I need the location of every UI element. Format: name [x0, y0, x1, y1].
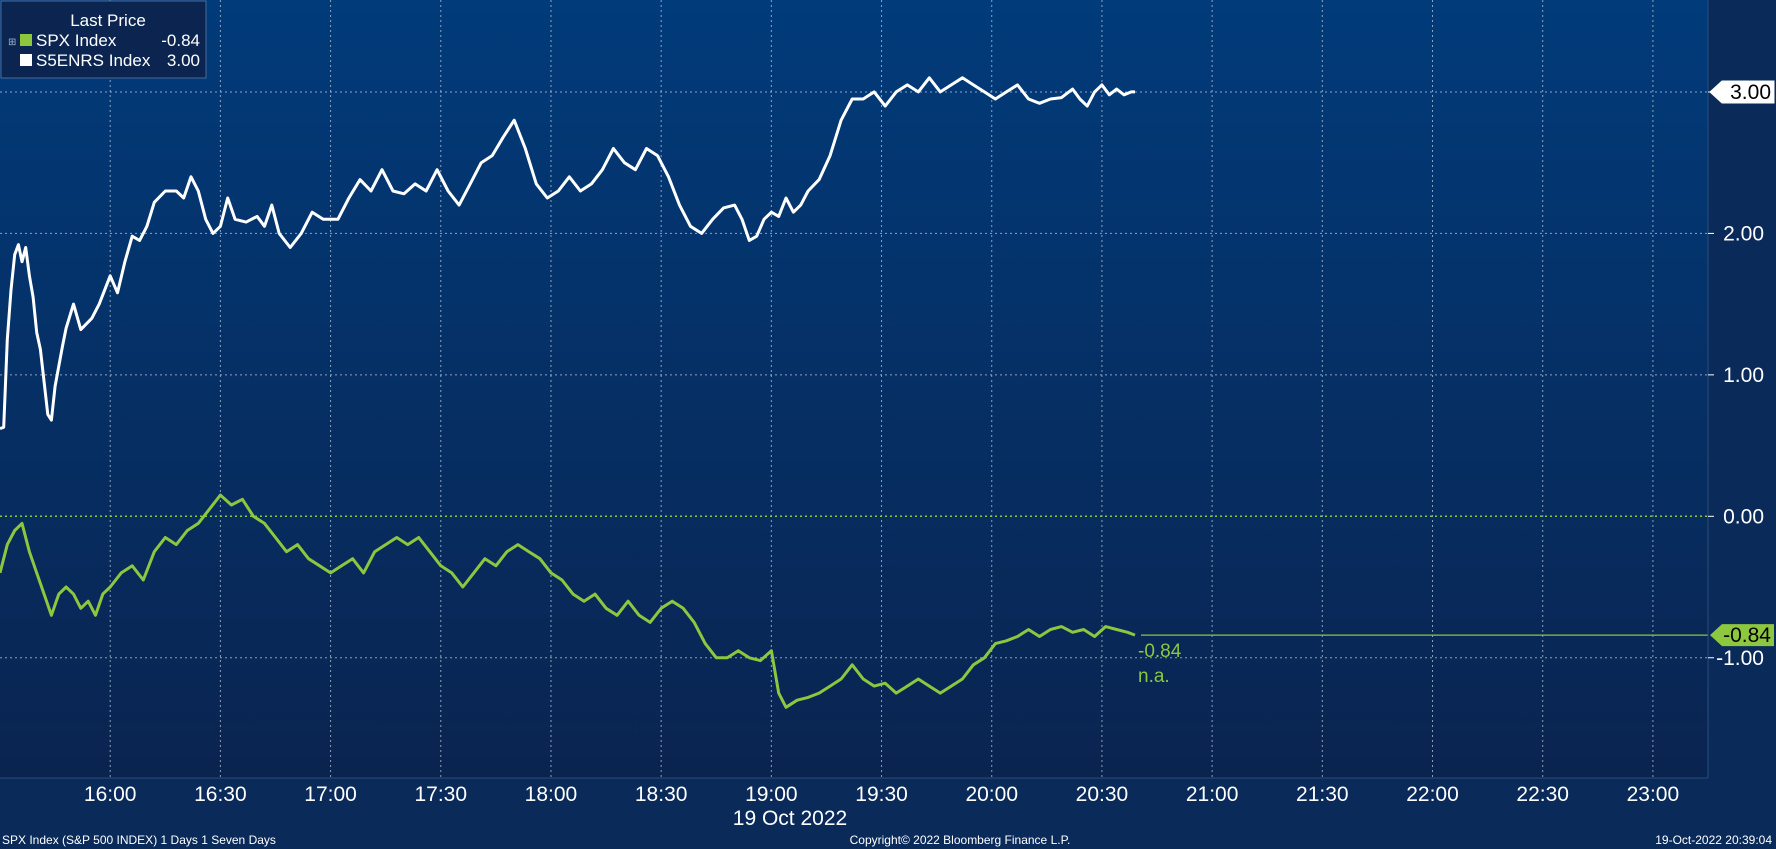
s5enrs-value-tag: 3.00 [1709, 80, 1775, 104]
x-tick-label: 23:00 [1627, 783, 1680, 806]
y-tick-label: 1.00 [1723, 364, 1764, 387]
x-tick-label: 17:00 [304, 783, 357, 806]
x-tick-label: 21:00 [1186, 783, 1239, 806]
x-tick-label: 18:30 [635, 783, 688, 806]
legend-label-s5enrs: S5ENRS Index [36, 51, 151, 70]
x-tick-label: 17:30 [414, 783, 467, 806]
x-tick-label: 22:00 [1406, 783, 1459, 806]
expand-icon[interactable]: ⊞ [8, 37, 16, 48]
spx-value-tag: -0.84 [1710, 624, 1774, 647]
legend-swatch-spx [20, 34, 32, 46]
y-tick-label: -1.00 [1716, 647, 1764, 670]
footer-security-info: SPX Index (S&P 500 INDEX) 1 Days 1 Seven… [2, 833, 276, 847]
x-axis-date-label: 19 Oct 2022 [733, 807, 847, 830]
spx-value-tag-label: -0.84 [1723, 624, 1771, 647]
legend: Last Price ⊞ SPX Index -0.84 S5ENRS Inde… [0, 0, 207, 79]
x-tick-label: 20:30 [1076, 783, 1129, 806]
x-tick-label: 19:00 [745, 783, 798, 806]
legend-label-spx: SPX Index [36, 31, 117, 50]
series-layer [0, 76, 1136, 709]
x-tick-label: 19:30 [855, 783, 908, 806]
series-line-s5enrs [0, 76, 1135, 431]
legend-title: Last Price [70, 11, 146, 30]
legend-item-spx[interactable]: ⊞ SPX Index -0.84 [8, 31, 200, 50]
x-tick-label: 18:00 [525, 783, 578, 806]
spx-change-annotation: n.a. [1138, 666, 1170, 687]
legend-item-s5enrs[interactable]: S5ENRS Index 3.00 [20, 51, 200, 70]
legend-value-spx: -0.84 [161, 31, 200, 50]
plot-area [0, 0, 1708, 778]
spx-last-annotation: -0.84 [1138, 641, 1182, 662]
x-tick-label: 16:00 [84, 783, 137, 806]
legend-box [0, 0, 207, 79]
series-line-spx [0, 493, 1136, 709]
x-tick-label: 21:30 [1296, 783, 1349, 806]
y-tick-label: 0.00 [1723, 505, 1764, 528]
footer-timestamp: 19-Oct-2022 20:39:04 [1655, 833, 1772, 847]
x-tick-label: 16:30 [194, 783, 247, 806]
x-axis-ticks: 16:00 16:30 17:00 17:30 18:00 18:30 19:00 19:30… [84, 783, 1679, 806]
x-tick-label: 22:30 [1516, 783, 1569, 806]
y-tick-label: 2.00 [1723, 222, 1764, 245]
footer-copyright: Copyright© 2022 Bloomberg Finance L.P. [850, 833, 1071, 847]
s5enrs-value-tag-label: 3.00 [1730, 81, 1771, 104]
x-tick-label: 20:00 [965, 783, 1018, 806]
legend-value-s5enrs: 3.00 [167, 51, 200, 70]
legend-swatch-s5enrs [20, 54, 32, 66]
